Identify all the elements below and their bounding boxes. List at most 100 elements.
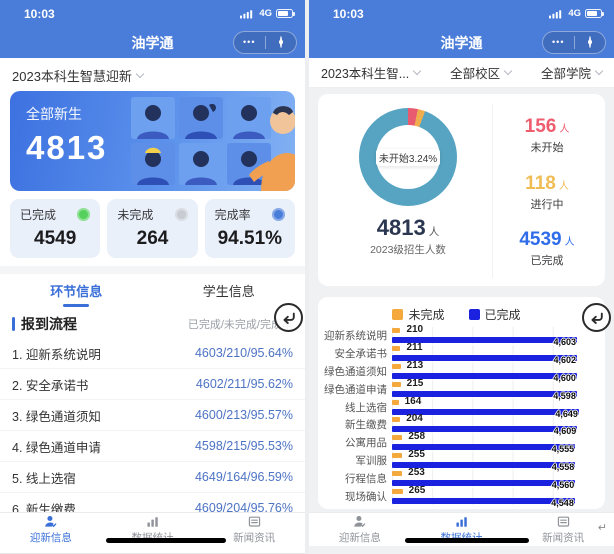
more-icon[interactable]: ••• <box>243 37 256 47</box>
chart-plot: 213 4,600 <box>392 359 593 383</box>
donut-chart: 未开始3.24% <box>359 108 457 206</box>
app-title: 油学通 <box>440 35 483 51</box>
bar-incomplete <box>392 345 401 351</box>
phone-screen-statistics: 10:03 4G 油学通 ••• 2023本科生智... 全部校区 全部学院 <box>309 0 614 554</box>
stat-unit: 人 <box>564 237 575 248</box>
step-name: 4. 绿色通道申请 <box>12 440 101 455</box>
chart-category-label: 公寓用品 <box>345 437 387 450</box>
chart-category-label: 安全承诺书 <box>334 347 388 360</box>
bar-chart-icon <box>456 517 467 527</box>
back-float-button[interactable] <box>274 303 303 332</box>
chart-plot: 258 4,555 <box>392 431 593 454</box>
tab-step-info[interactable]: 环节信息 <box>0 281 153 300</box>
donut-panel: 未开始3.24% 4813 人 2023级招生人数 <box>324 104 492 278</box>
bar-complete <box>392 337 578 343</box>
columns-hint: 已完成/未完成/完成率 <box>187 319 293 331</box>
nav-item-news[interactable]: 新闻资讯 <box>203 513 305 546</box>
status-bar: 10:03 4G <box>0 0 305 27</box>
person-check-icon <box>354 515 366 528</box>
battery-icon <box>276 9 295 18</box>
filter-label: 全部校区 <box>450 67 501 81</box>
bar-complete-value: 4,609 <box>553 426 577 437</box>
donut-tooltip: 未开始3.24% <box>375 148 441 166</box>
home-indicator[interactable] <box>405 538 529 543</box>
bar-incomplete-value: 258 <box>408 431 426 443</box>
bar-incomplete <box>392 488 403 494</box>
donut-hole: 未开始3.24% <box>375 125 441 189</box>
stat-label: 进行中 <box>530 198 564 211</box>
bar-complete-value: 4,548 <box>551 497 574 508</box>
nav-label: 迎新信息 <box>29 532 72 544</box>
exit-icon[interactable] <box>575 32 606 53</box>
step-stats: 4603/210/95.64% <box>194 346 293 360</box>
battery-icon <box>585 9 604 18</box>
tab-student-info[interactable]: 学生信息 <box>202 283 255 299</box>
chart-row: 军训服 255 4,558 <box>320 449 593 472</box>
back-float-button[interactable] <box>582 303 611 332</box>
chart-plot: 215 4,598 <box>392 378 593 401</box>
stat-label: 已完成 <box>20 208 57 222</box>
bar-complete <box>392 426 578 433</box>
title-accent-bar <box>12 317 15 331</box>
stat-label: 未完成 <box>117 208 154 222</box>
stat-label: 完成率 <box>214 208 251 222</box>
chart-row: 现场确认 265 4,548 <box>320 485 593 508</box>
total-caption: 2023级招生人数 <box>370 244 446 256</box>
filter-college[interactable]: 全部学院 <box>541 63 604 82</box>
chart-category-label: 现场确认 <box>345 490 387 503</box>
legend-swatch <box>468 308 480 320</box>
phone-screen-welcome: 10:03 4G 油学通 ••• 2023本科生智慧迎新 全部新生 4813 <box>0 0 305 554</box>
chart-row: 新生缴费 204 4,609 <box>320 413 593 437</box>
filter-campus[interactable]: 全部校区 <box>450 63 513 82</box>
bar-incomplete-value: 210 <box>406 324 424 335</box>
filter-program[interactable]: 2023本科生智... <box>321 63 422 82</box>
paragraph-mark-artifact: ↵ <box>597 522 607 534</box>
nav-item-welcome[interactable]: 迎新信息 <box>0 513 102 546</box>
legend-swatch <box>392 308 404 320</box>
chart-legend: 未完成 已完成 <box>320 305 593 323</box>
bar-incomplete <box>392 417 401 423</box>
return-arrow-icon <box>282 312 295 324</box>
nav-item-welcome[interactable]: 迎新信息 <box>309 513 411 546</box>
stat-not-started: 156 人 未开始 <box>497 116 597 155</box>
app-title: 油学通 <box>131 35 174 51</box>
nav-label: 迎新信息 <box>338 532 381 544</box>
status-dot-icon <box>77 208 91 221</box>
program-selector[interactable]: 2023本科生智慧迎新 <box>0 58 305 89</box>
chart-category-label: 新生缴费 <box>345 419 387 432</box>
hero-illustration <box>131 97 295 191</box>
bar-incomplete-value: 213 <box>406 359 424 371</box>
filter-label: 2023本科生智... <box>321 67 410 81</box>
bar-incomplete <box>392 399 399 405</box>
chevron-down-icon <box>594 66 604 76</box>
network-label: 4G <box>259 8 272 19</box>
status-dot-icon <box>174 208 188 221</box>
return-arrow-icon <box>590 312 603 324</box>
total-value: 4813 <box>376 215 426 240</box>
step-row[interactable]: 2. 安全承诺书 4602/211/95.62% <box>0 369 305 400</box>
nav-item-news[interactable]: 新闻资讯 <box>512 513 614 546</box>
bar-chart-rows: 迎新系统说明 210 4,603 安全承诺书 211 4,602 绿色通道须知 213 4,60… <box>320 324 593 508</box>
bar-complete <box>392 354 577 361</box>
home-indicator[interactable] <box>106 538 226 543</box>
step-name: 1. 迎新系统说明 <box>12 347 101 362</box>
step-row[interactable]: 1. 迎新系统说明 4603/210/95.64% <box>0 338 305 369</box>
section-header: 报到流程 已完成/未完成/完成率 <box>0 306 305 338</box>
step-row[interactable]: 5. 线上选宿 4649/164/96.59% <box>0 462 305 493</box>
exit-icon[interactable] <box>266 32 297 53</box>
step-stats: 4602/211/95.62% <box>195 377 293 391</box>
bar-incomplete-value: 211 <box>406 341 423 353</box>
info-tabs: 环节信息 学生信息 <box>0 274 305 306</box>
chart-plot: 211 4,602 <box>392 341 593 365</box>
step-row[interactable]: 4. 绿色通道申请 4598/215/95.53% <box>0 431 305 462</box>
more-icon[interactable]: ••• <box>552 37 565 47</box>
bar-complete <box>392 408 579 415</box>
capsule-menu: ••• <box>542 31 606 54</box>
signal-icon <box>549 9 562 18</box>
stat-value: 94.51% <box>217 228 283 249</box>
step-row[interactable]: 3. 绿色通道须知 4600/213/95.57% <box>0 400 305 431</box>
status-bar: 10:03 4G <box>309 0 614 27</box>
chart-plot: 253 4,560 <box>392 467 593 490</box>
bar-chart-card: 未完成 已完成 迎新系统说明 210 4,603 安全承诺书 211 4,602 绿色通道须… <box>318 297 605 509</box>
